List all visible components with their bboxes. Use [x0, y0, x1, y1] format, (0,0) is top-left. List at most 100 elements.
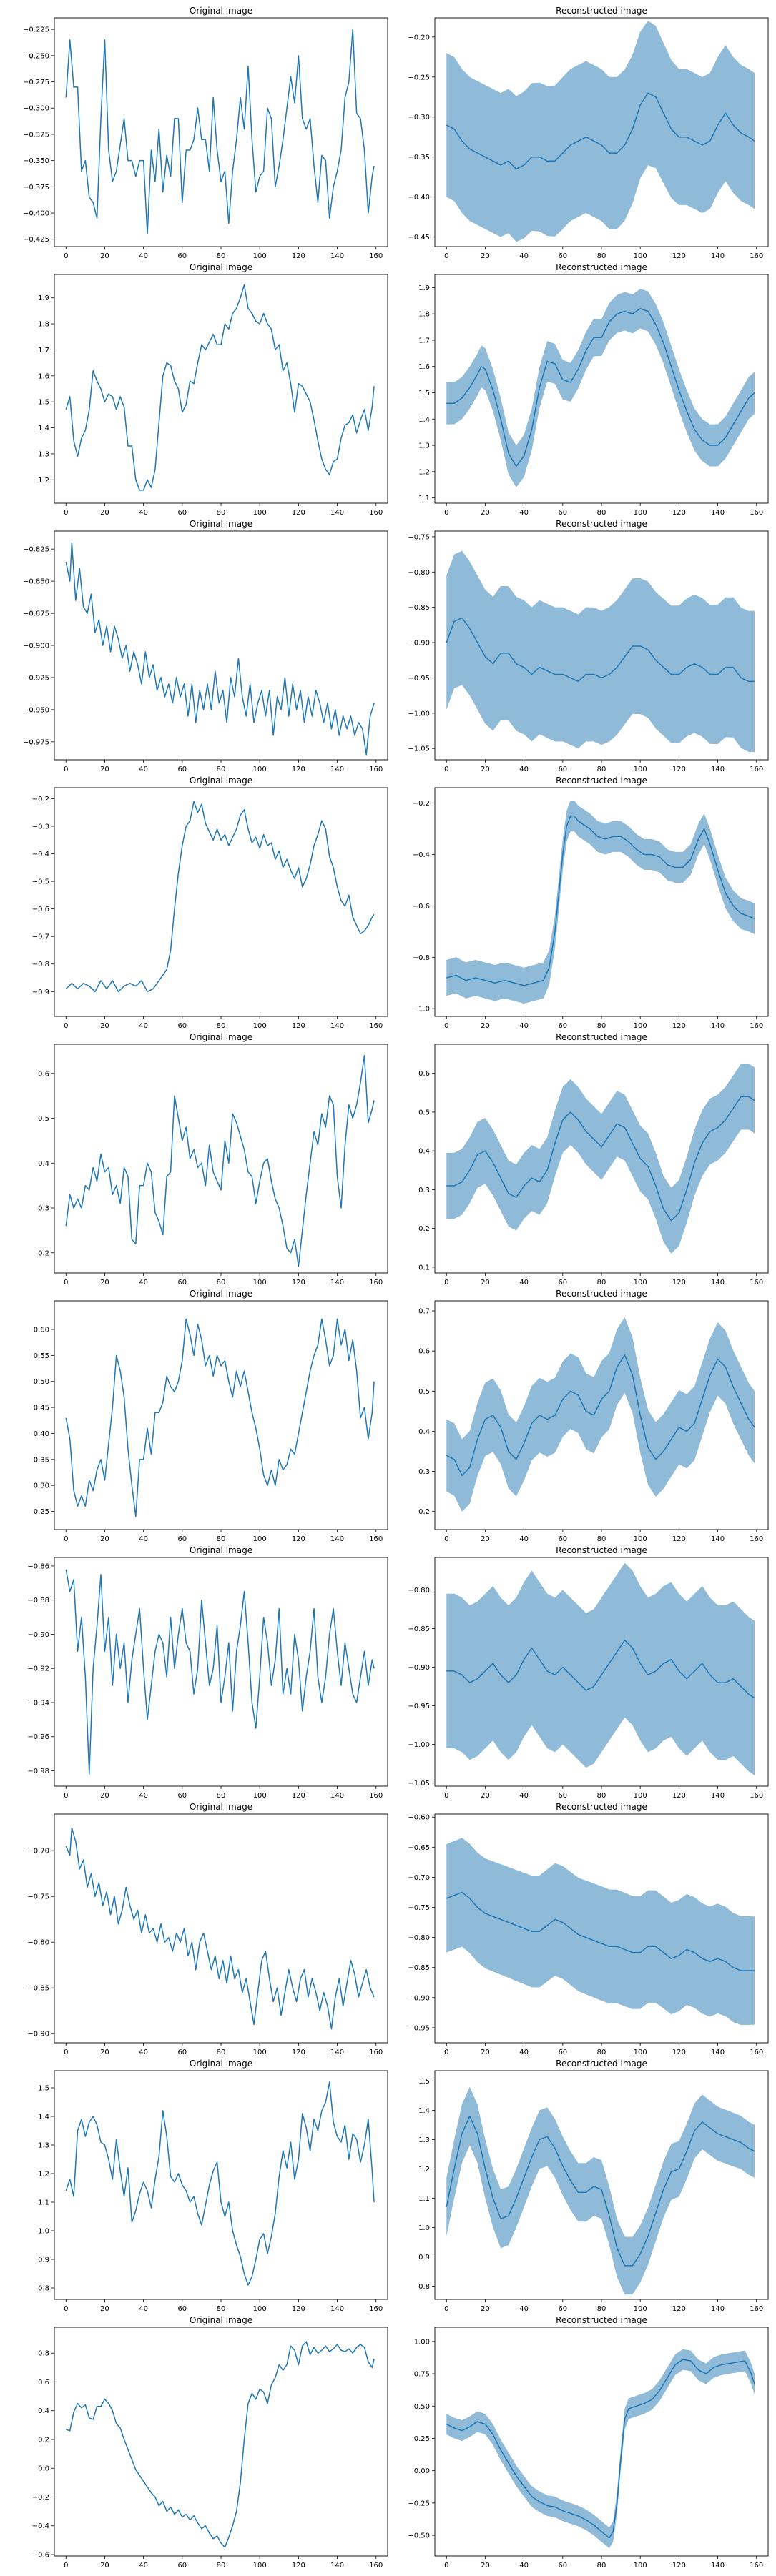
x-tick-label: 160 [369, 509, 383, 517]
y-tick-label: −0.80 [408, 569, 430, 577]
x-tick-label: 100 [253, 766, 267, 773]
x-tick-label: 60 [558, 1792, 567, 1800]
x-tick-label: 100 [634, 2049, 647, 2056]
x-tick-label: 80 [217, 509, 226, 517]
chart-title: Reconstructed image [556, 1032, 647, 1042]
x-tick-label: 60 [177, 1535, 187, 1543]
x-tick-label: 40 [139, 2305, 148, 2313]
x-tick-label: 120 [672, 1022, 686, 1030]
x-tick-label: 120 [292, 1279, 305, 1287]
x-tick-label: 60 [177, 509, 187, 517]
x-tick-label: 40 [139, 1022, 148, 1030]
y-tick-label: −0.85 [27, 1985, 49, 1993]
x-tick-label: 40 [519, 2562, 529, 2570]
x-tick-label: 120 [672, 509, 686, 517]
y-tick-label: −0.300 [23, 105, 49, 113]
y-tick-label: −0.250 [23, 52, 49, 60]
x-tick-label: 100 [253, 252, 267, 260]
y-tick-label: 0.60 [34, 1327, 49, 1334]
y-tick-label: −0.80 [408, 1587, 430, 1595]
x-tick-label: 0 [444, 766, 448, 773]
x-tick-label: 20 [100, 2562, 109, 2570]
y-tick-label: −0.25 [408, 2500, 430, 2507]
x-tick-label: 160 [750, 2305, 763, 2313]
x-tick-label: 0 [64, 1022, 68, 1030]
x-tick-label: 0 [64, 509, 68, 517]
x-tick-label: 120 [292, 509, 305, 517]
y-tick-label: −0.70 [408, 1874, 430, 1882]
x-tick-label: 160 [750, 1279, 763, 1287]
y-tick-label: 1.5 [418, 390, 430, 397]
y-tick-label: 0.6 [38, 2379, 49, 2387]
uncertainty-band [446, 1838, 755, 2026]
y-tick-label: 0.5 [418, 1388, 430, 1396]
y-tick-label: −0.3 [32, 823, 49, 831]
y-tick-label: 0.55 [34, 1352, 49, 1360]
y-tick-label: −0.35 [408, 154, 430, 162]
series-line [65, 29, 375, 235]
uncertainty-band [446, 550, 755, 753]
y-tick-label: 1.3 [38, 2142, 49, 2150]
chart-panel: 0 20 40 60 80 100 120 140 160 −0.9 −0.8 −0.7 −0.6 −0.… [32, 776, 388, 1030]
axes-frame [54, 1044, 388, 1274]
x-tick-label: 100 [253, 1792, 267, 1800]
x-tick-label: 120 [292, 1022, 305, 1030]
chart-panel: 0 20 40 60 80 100 120 140 160 1.2 1.3 1.4 1.5 1.6 1.7 1… [38, 262, 388, 517]
y-tick-label: 0.50 [414, 2403, 430, 2411]
x-tick-label: 100 [634, 1792, 647, 1800]
x-tick-label: 140 [711, 1535, 725, 1543]
x-tick-label: 100 [253, 2049, 267, 2056]
y-tick-label: 0.6 [418, 1070, 430, 1078]
y-tick-label: 0.7 [418, 1308, 430, 1316]
x-tick-label: 160 [369, 2049, 383, 2056]
y-tick-label: 1.5 [38, 2085, 49, 2093]
y-tick-label: 0.3 [418, 1187, 430, 1194]
x-tick-label: 140 [330, 1022, 344, 1030]
x-tick-label: 160 [369, 766, 383, 773]
chart-title: Original image [190, 1032, 252, 1042]
x-tick-label: 0 [444, 2049, 448, 2056]
y-tick-label: −1.00 [408, 710, 430, 718]
x-tick-label: 140 [330, 2562, 344, 2570]
y-tick-label: 1.7 [38, 347, 49, 355]
x-tick-label: 0 [444, 252, 448, 260]
y-tick-label: −0.350 [23, 157, 49, 165]
y-tick-label: −0.875 [23, 610, 49, 618]
x-tick-label: 140 [711, 766, 725, 773]
chart-panel: 0 20 40 60 80 100 120 140 160 −0.98 −0.96 −0.94 −0.9… [27, 1545, 388, 1800]
y-tick-label: 1.6 [38, 372, 49, 380]
x-tick-label: 20 [100, 2305, 109, 2313]
chart-title: Reconstructed image [556, 2315, 647, 2325]
y-tick-label: 1.1 [38, 2199, 49, 2207]
y-tick-label: 1.4 [418, 2107, 430, 2115]
x-tick-label: 20 [100, 1022, 109, 1030]
y-tick-label: −0.75 [27, 1893, 49, 1901]
y-tick-label: 0.5 [38, 1115, 49, 1123]
x-tick-label: 120 [292, 1792, 305, 1800]
x-tick-label: 160 [369, 1535, 383, 1543]
uncertainty-band [446, 800, 755, 1004]
x-tick-label: 120 [292, 766, 305, 773]
y-tick-label: −0.90 [408, 1994, 430, 2002]
y-tick-label: −0.900 [23, 643, 49, 650]
y-tick-label: 0.5 [418, 1109, 430, 1116]
x-tick-label: 140 [711, 2305, 725, 2313]
axes-frame [54, 2070, 388, 2300]
y-tick-label: 1.7 [418, 337, 430, 345]
x-tick-label: 20 [100, 509, 109, 517]
y-tick-label: 1.3 [418, 442, 430, 450]
y-tick-label: 1.9 [38, 294, 49, 302]
uncertainty-band [446, 21, 755, 242]
x-tick-label: 0 [444, 1792, 448, 1800]
x-tick-label: 100 [634, 766, 647, 773]
y-tick-label: 1.4 [418, 416, 430, 424]
x-tick-label: 40 [519, 1535, 529, 1543]
chart-panel: 0 20 40 60 80 100 120 140 160 −1.05 −1.00 −0.95 −0.9… [408, 1545, 769, 1800]
x-tick-label: 20 [481, 1022, 490, 1030]
x-tick-label: 80 [597, 2562, 606, 2570]
chart-panel: 0 20 40 60 80 100 120 140 160 −0.45 −0.40 −0.35 −0.3… [408, 6, 769, 260]
x-tick-label: 140 [711, 2049, 725, 2056]
series-line [446, 2115, 755, 2267]
y-tick-label: −0.95 [408, 1703, 430, 1710]
chart-title: Reconstructed image [556, 776, 647, 786]
